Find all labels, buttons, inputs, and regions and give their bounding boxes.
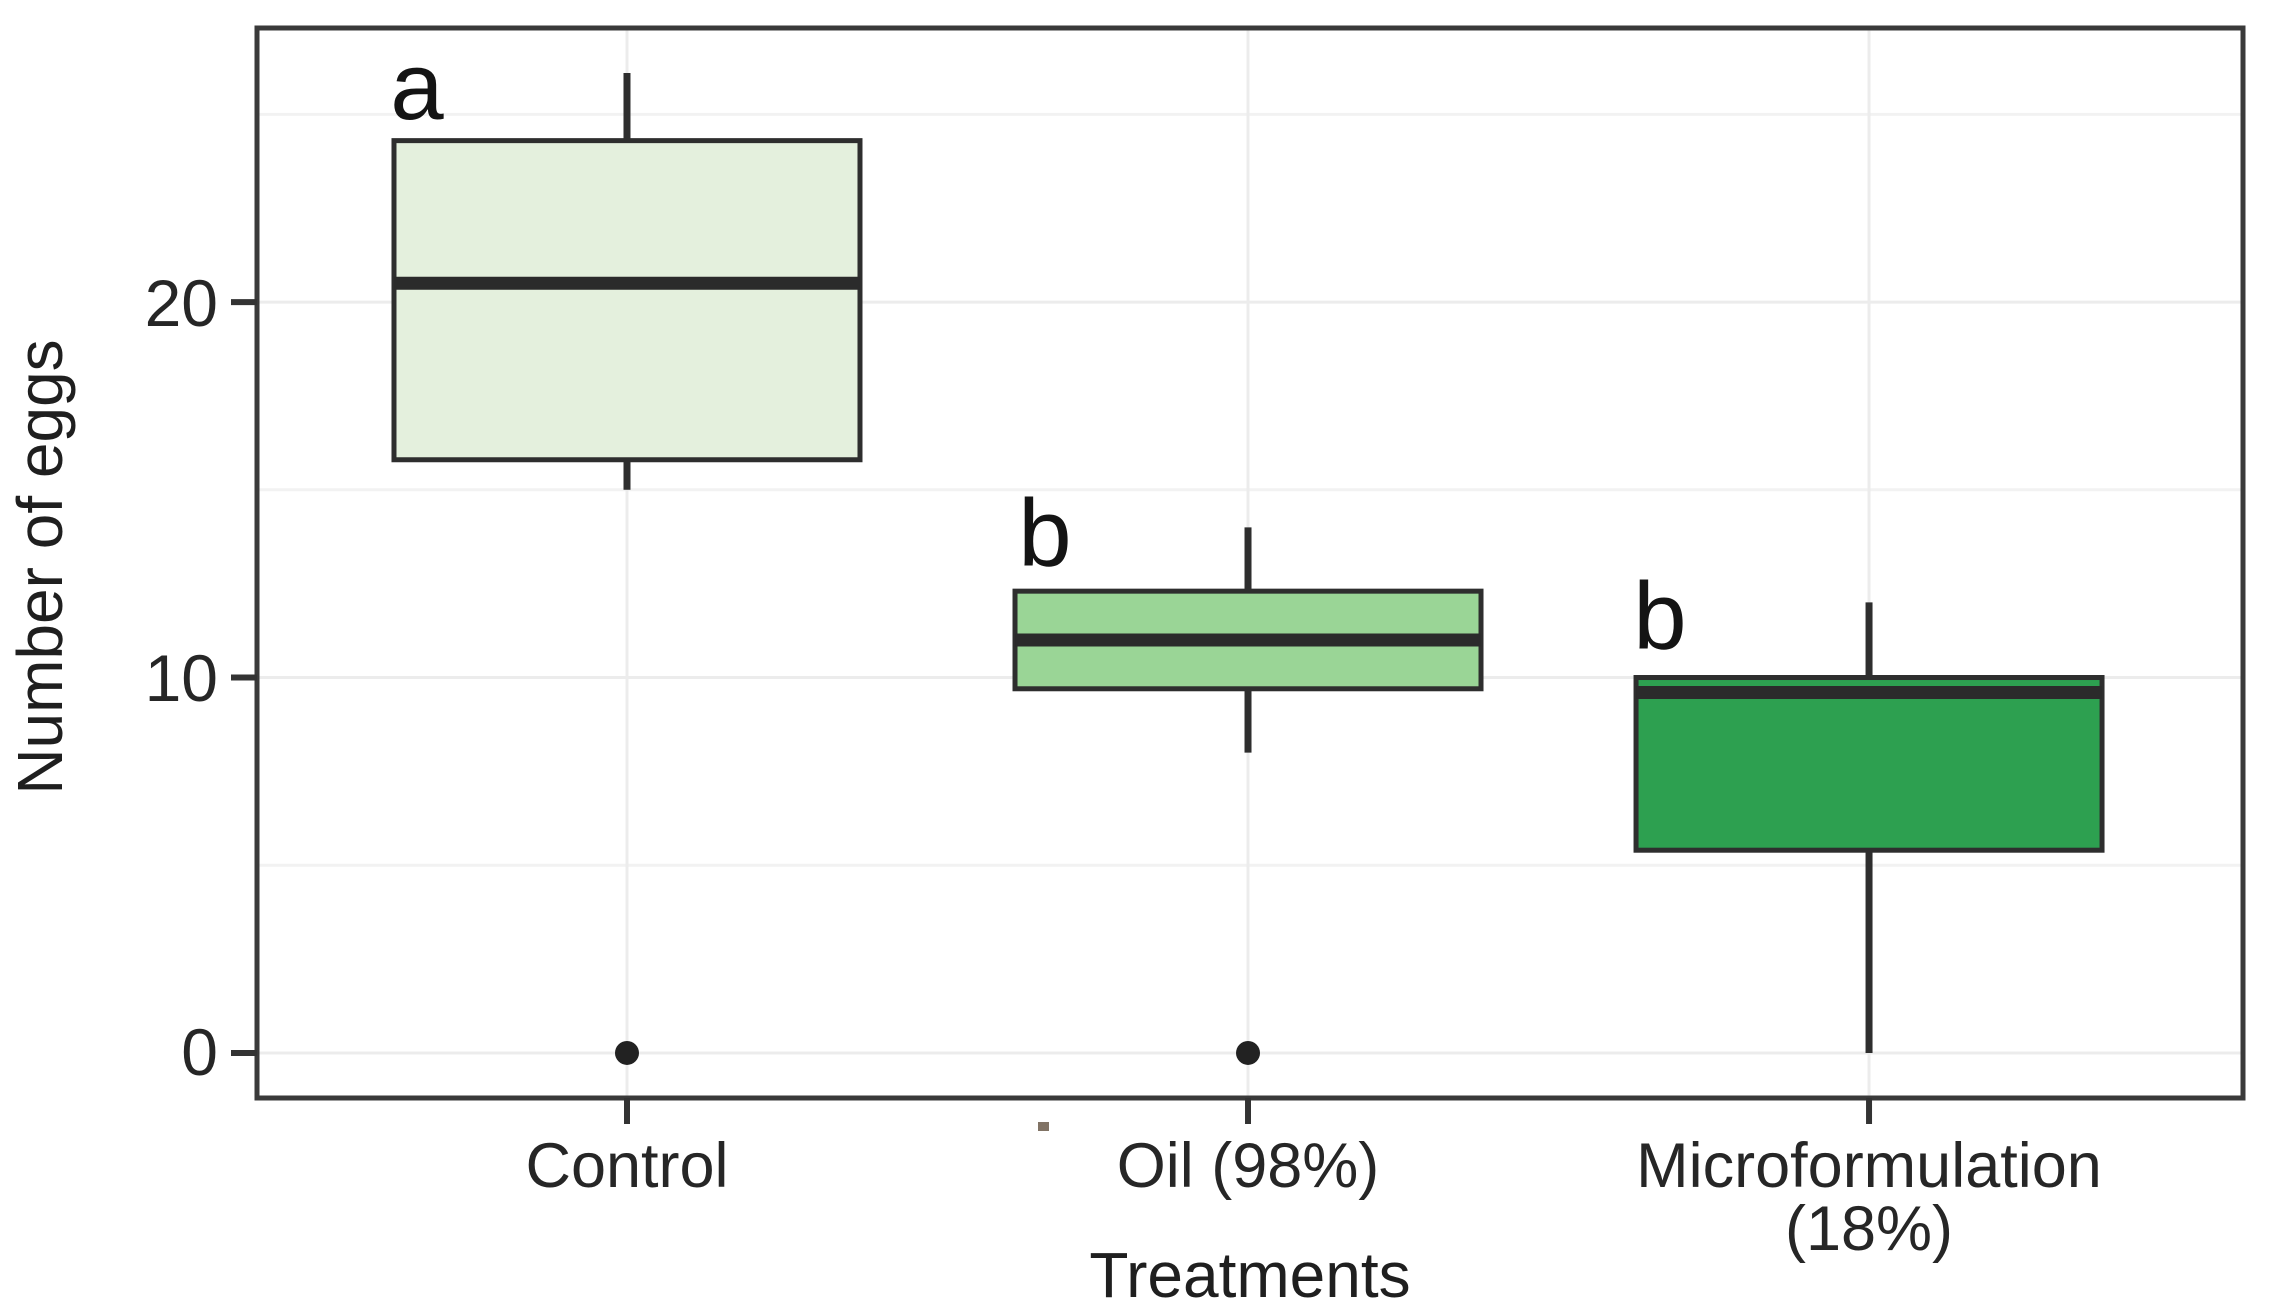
sig-letter-microformulation: b — [1633, 563, 1687, 670]
y-axis-title: Number of eggs — [4, 339, 76, 795]
y-tick-label-0: 0 — [181, 1015, 218, 1089]
x-tick-label-control: Control — [525, 1131, 729, 1201]
x-tick-label-oil: Oil (98%) — [1116, 1131, 1380, 1201]
box-2 — [1633, 675, 2105, 853]
box-0 — [391, 138, 863, 463]
speck-artifact — [1038, 1122, 1049, 1131]
x-axis-title: Treatments — [1089, 1239, 1411, 1311]
sig-letter-control: a — [390, 33, 444, 140]
outlier-dot-1 — [1236, 1040, 1261, 1065]
sig-letter-oil: b — [1018, 480, 1072, 587]
y-tick-label-10: 10 — [144, 641, 218, 715]
x-tick-label-microformulation: Microformulation (18%) — [1636, 1131, 2102, 1264]
outlier-dot-0 — [614, 1040, 639, 1065]
y-tick-label-20: 20 — [144, 266, 218, 340]
